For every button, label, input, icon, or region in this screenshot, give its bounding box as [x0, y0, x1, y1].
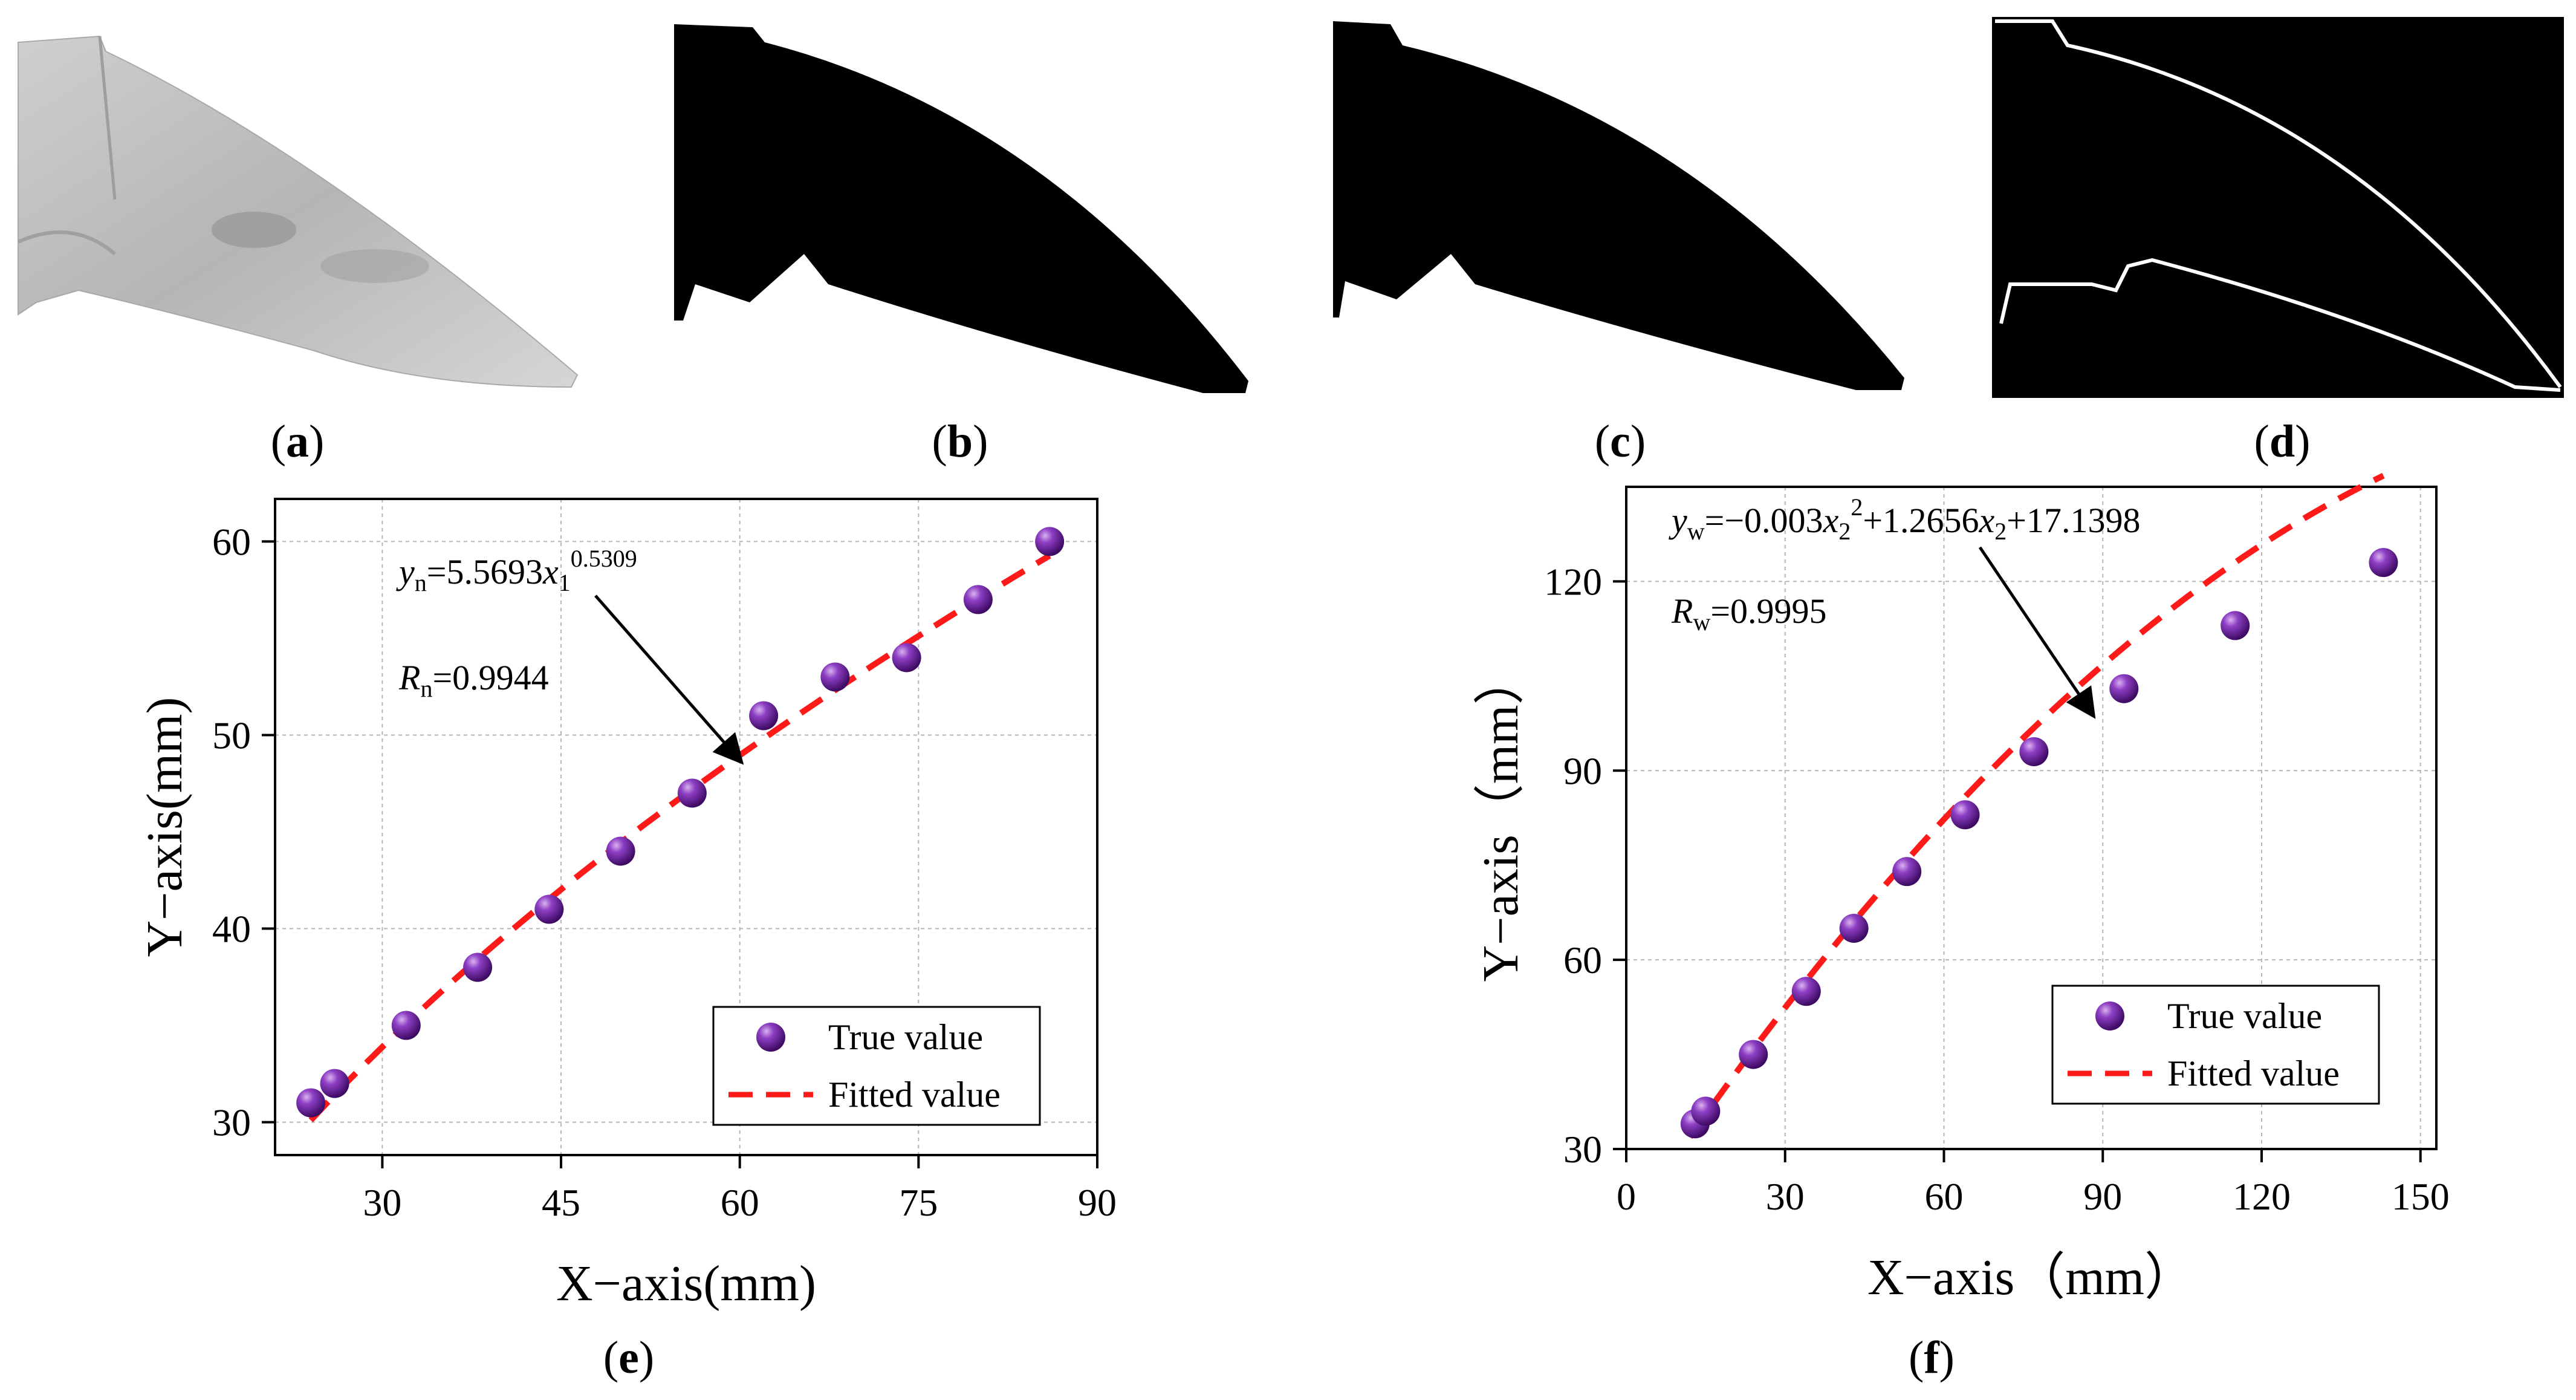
- claw-photo: [17, 35, 579, 388]
- chart-f-point: [1791, 977, 1821, 1006]
- chart-e-tick-label-x: 75: [899, 1181, 938, 1224]
- chart-f-r-value: Rw=0.9995: [1671, 591, 1827, 636]
- chart-f-legend: True value Fitted value: [2051, 985, 2380, 1105]
- chart-e-ticks: 30 45 60 75 90 30 40 50 60: [212, 520, 1117, 1224]
- chart-e-point: [677, 778, 707, 808]
- chart-f-tick-label-x: 90: [2083, 1175, 2122, 1218]
- chart-e-legend-true: True value: [828, 1017, 983, 1057]
- chart-f-point: [2221, 611, 2250, 640]
- chart-e-ylabel: Y−axis(mm): [137, 697, 193, 957]
- chart-f-point: [1839, 914, 1869, 943]
- chart-f-point: [2109, 674, 2139, 703]
- chart-f-tick-label-x: 30: [1766, 1175, 1805, 1218]
- chart-f-point: [1739, 1040, 1768, 1069]
- chart-f-xlabel: X−axis（mm）: [1867, 1249, 2195, 1306]
- chart-f-point: [1691, 1096, 1721, 1126]
- chart-f-tick-label-y: 90: [1563, 749, 1602, 792]
- chart-e-legend: True value Fitted value: [712, 1006, 1041, 1126]
- chart-f-tick-label-y: 120: [1544, 560, 1602, 603]
- chart-f-ticks: 0 30 60 90 120 150 30 60 90 120: [1544, 560, 2450, 1218]
- chart-e: 30 45 60 75 90 30 40 50 60 X−axis(mm) Y−axis(mm)…: [137, 498, 1117, 1312]
- chart-f-legend-fitted: Fitted value: [2167, 1053, 2340, 1093]
- chart-e-point: [963, 585, 993, 614]
- chart-e-points: [296, 527, 1065, 1118]
- chart-f-frame: [1625, 486, 2438, 1150]
- claw-binary-silhouette-filled: [1333, 21, 1904, 390]
- chart-f-fit: [1687, 473, 2385, 1139]
- chart-e-tick-label-y: 40: [212, 908, 251, 951]
- chart-f-tick-label-y: 60: [1563, 939, 1602, 982]
- chart-e-arrow: [594, 594, 744, 765]
- chart-e-tick-label-x: 45: [542, 1181, 580, 1224]
- chart-e-point: [463, 952, 493, 982]
- chart-e-tick-label-x: 30: [363, 1181, 401, 1224]
- chart-f-point: [2019, 737, 2049, 766]
- chart-f-tick-label-x: 60: [1924, 1175, 1963, 1218]
- panel-label-e: (e): [603, 1332, 654, 1383]
- chart-f-arrow: [1978, 546, 2096, 719]
- chart-f-ylabel: Y−axis（mm）: [1473, 654, 1529, 982]
- chart-e-point: [892, 643, 921, 672]
- chart-f-equation: yw=−0.003x22+1.2656x2+17.1398: [1669, 493, 2141, 545]
- chart-e-equation: yn=5.5693x10.5309: [396, 545, 637, 596]
- chart-f-legend-true: True value: [2167, 996, 2322, 1036]
- chart-e-tick-label-y: 60: [212, 520, 251, 563]
- panel-label-f: (f): [1909, 1332, 1955, 1383]
- chart-e-tick-label-x: 60: [721, 1181, 759, 1224]
- chart-e-tick-label-x: 90: [1078, 1181, 1117, 1224]
- chart-e-point: [391, 1011, 421, 1040]
- chart-f-legend-marker: [2095, 1001, 2124, 1030]
- chart-e-point: [1035, 527, 1065, 556]
- chart-e-tick-label-y: 30: [212, 1101, 251, 1144]
- chart-f-points: [1680, 548, 2398, 1139]
- chart-f-tick-label-x: 0: [1617, 1175, 1636, 1218]
- chart-e-point: [296, 1088, 326, 1118]
- panel-label-a: (a): [271, 416, 325, 467]
- panel-label-c: (c): [1595, 416, 1646, 467]
- chart-e-point: [320, 1069, 349, 1098]
- chart-f-tick-label-x: 150: [2392, 1175, 2450, 1218]
- chart-e-xlabel: X−axis(mm): [556, 1255, 816, 1312]
- chart-e-point: [749, 701, 779, 731]
- chart-e-frame: [274, 498, 1098, 1156]
- chart-e-legend-fitted: Fitted value: [828, 1075, 1001, 1115]
- chart-f-fit-line: [1687, 473, 2385, 1139]
- chart-f-point: [1950, 800, 1980, 830]
- chart-f-point: [2369, 548, 2398, 578]
- panel-label-b: (b): [932, 416, 988, 467]
- chart-f-tick-label-y: 30: [1563, 1128, 1602, 1171]
- chart-e-legend-marker: [756, 1023, 785, 1052]
- chart-f-point: [1892, 857, 1922, 887]
- chart-e-point: [606, 836, 635, 866]
- chart-e-tick-label-y: 50: [212, 714, 251, 757]
- claw-binary-silhouette: [674, 24, 1248, 393]
- chart-e-point: [820, 662, 850, 692]
- panel-label-d: (d): [2254, 416, 2311, 467]
- chart-e-point: [534, 894, 564, 924]
- chart-f: 0 30 60 90 120 150 30 60 90 120 X−axis（mm） Y−axis…: [1473, 473, 2450, 1306]
- chart-f-tick-label-x: 120: [2233, 1175, 2291, 1218]
- chart-e-r-value: Rn=0.9944: [398, 658, 549, 702]
- claw-contour: [1992, 17, 2564, 398]
